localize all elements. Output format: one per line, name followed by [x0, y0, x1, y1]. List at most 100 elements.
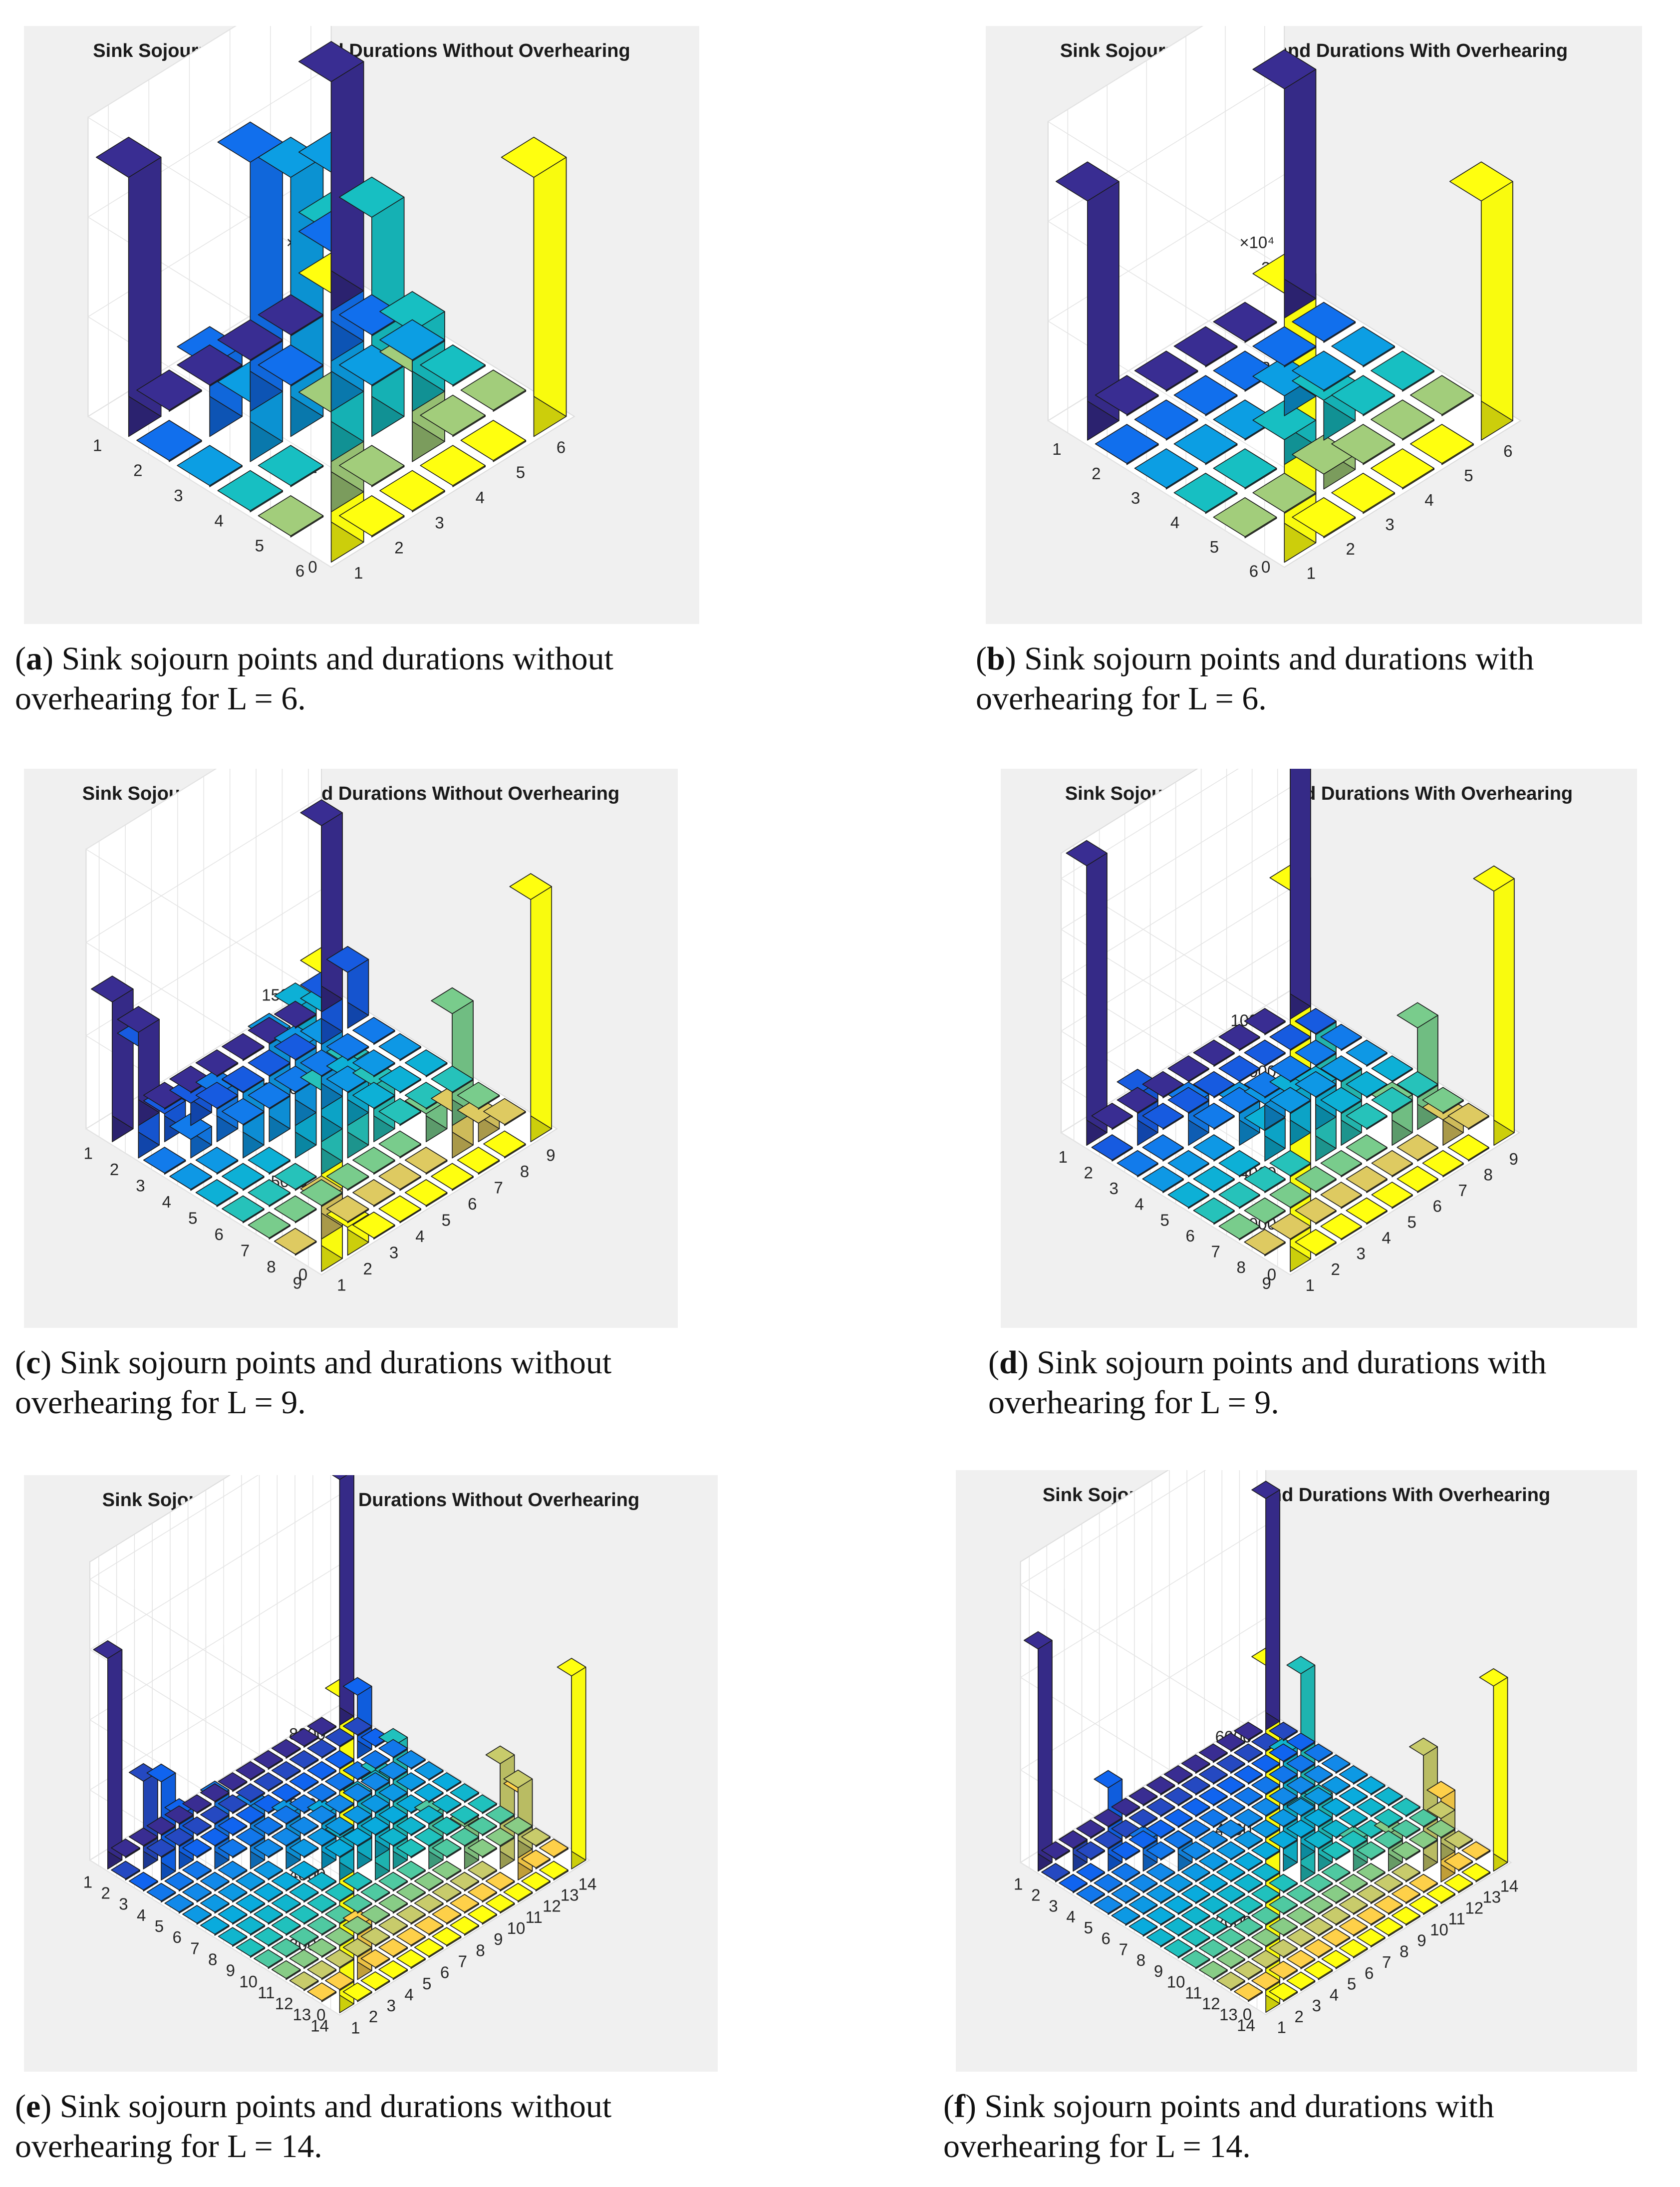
y-tick-label: 2 [1031, 1886, 1040, 1904]
bar [1426, 1884, 1456, 1904]
bar [1286, 1798, 1316, 1818]
y-tick-label: 11 [258, 1983, 275, 2002]
bar [1295, 1197, 1337, 1225]
bar [1218, 1213, 1260, 1241]
x-tick-label: 4 [476, 488, 485, 507]
bar [1286, 1754, 1316, 1774]
bar [360, 1750, 390, 1770]
bar [1234, 1830, 1263, 1850]
bar [1269, 1830, 1298, 1850]
bar [352, 1212, 395, 1240]
bar [195, 1049, 239, 1078]
y-tick-label: 5 [1084, 1918, 1093, 1937]
bar [1244, 1197, 1286, 1225]
x-tick-label: 1 [354, 564, 363, 582]
bar [307, 1761, 337, 1781]
bar [1146, 1841, 1175, 1861]
bar [1356, 1798, 1386, 1818]
bar [1111, 1884, 1140, 1904]
bar [1391, 1884, 1420, 1904]
bar [1128, 1917, 1158, 1937]
y-tick-label: 3 [1049, 1896, 1058, 1915]
chart-c: Sink Sojourn Locations and Durations Wit… [24, 769, 678, 1328]
z-tick-label: 0 [1243, 2005, 1252, 2024]
bar [222, 1098, 265, 1126]
bar [460, 420, 527, 462]
bar [326, 1163, 369, 1191]
y-tick-label: 12 [275, 1994, 293, 2013]
bar [483, 1130, 526, 1159]
bar [274, 1228, 317, 1256]
y-tick-label: 9 [1262, 1274, 1271, 1292]
bar [217, 319, 283, 362]
bar [1479, 1668, 1508, 1872]
x-tick-label: 1 [1277, 2018, 1286, 2037]
y-tick-label: 1 [83, 1144, 92, 1162]
bar [1339, 1895, 1368, 1915]
bar [1134, 448, 1198, 490]
bar [396, 1861, 426, 1880]
bar [236, 1893, 266, 1914]
bar [307, 1739, 337, 1759]
bar [360, 1971, 390, 1991]
bar [271, 1827, 301, 1848]
bar [1095, 424, 1159, 465]
bar [1269, 1874, 1298, 1893]
y-tick-label: 8 [1236, 1258, 1245, 1276]
bar [360, 1882, 390, 1903]
bar [222, 1033, 265, 1061]
bar [1286, 1971, 1316, 1991]
bar [1371, 1150, 1413, 1178]
bar [326, 945, 369, 1029]
bar [1391, 1798, 1420, 1818]
bar [1216, 1841, 1245, 1861]
bar [1346, 1039, 1388, 1067]
y-tick-label: 5 [155, 1917, 164, 1935]
x-tick-label: 6 [440, 1963, 449, 1982]
bar [146, 1816, 176, 1837]
bar [1339, 1939, 1368, 1959]
y-tick-label: 6 [1185, 1227, 1194, 1245]
bar [1286, 1928, 1316, 1948]
bar [396, 1772, 426, 1792]
bar [1461, 1863, 1491, 1882]
bar [1252, 400, 1317, 465]
bar [1234, 1895, 1263, 1915]
bar [1059, 1874, 1088, 1893]
bar [1244, 1008, 1286, 1035]
bar [1167, 1055, 1209, 1083]
bar [1320, 1055, 1362, 1083]
bar [396, 1839, 426, 1859]
bar [396, 1750, 426, 1770]
bar [1269, 1787, 1298, 1807]
bar [432, 1772, 462, 1792]
bar [342, 1717, 372, 1737]
bar [360, 1794, 390, 1815]
bar [200, 1872, 230, 1892]
bar [1163, 1809, 1193, 1829]
bar [1146, 1884, 1175, 1904]
bar [1216, 1732, 1245, 1752]
bar [1173, 473, 1238, 514]
bar [289, 1971, 319, 1991]
bar [1198, 1960, 1228, 1980]
bar [1321, 1798, 1351, 1818]
chart-a: Sink Sojourn Locations and Durations Wit… [24, 26, 699, 624]
bar [414, 1783, 444, 1803]
bar [1292, 497, 1356, 539]
chart-e: Sink Sojourn Locations and Durations Wit… [24, 1475, 718, 2072]
bar [431, 1065, 474, 1094]
bar [1094, 1830, 1123, 1850]
bar [1286, 1732, 1316, 1752]
bar [1286, 1906, 1316, 1926]
bar [1234, 1874, 1263, 1893]
chart-b: Sink Sojourn Locations and Durations Wit… [986, 26, 1642, 624]
chart-f-svg: Sink Sojourn Locations and Durations Wit… [1014, 1470, 1550, 2037]
bar [1146, 1798, 1175, 1818]
bar [1041, 1863, 1070, 1882]
bar [378, 1783, 408, 1803]
y-tick-label: 4 [1170, 513, 1179, 532]
y-tick-label: 14 [1237, 2016, 1255, 2035]
bar [1134, 399, 1198, 441]
bar [352, 1082, 395, 1110]
